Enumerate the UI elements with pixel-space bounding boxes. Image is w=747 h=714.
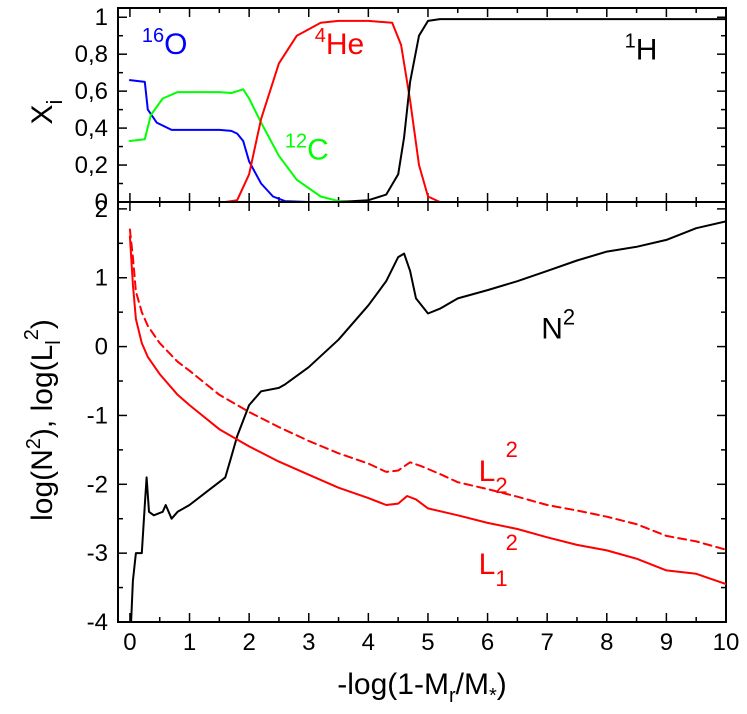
bottom-ytick-label: -4 [87, 609, 108, 636]
bottom-frame [117, 201, 727, 623]
top-ytick-label: 0 [95, 189, 108, 216]
x-tick-label: 5 [421, 629, 434, 656]
top-ytick-label: 0,8 [75, 41, 108, 68]
x-tick-label: 10 [713, 629, 740, 656]
top-y-axis-label: Xi [26, 100, 67, 125]
x-axis-label: -log(1-Mr/M*) [337, 668, 506, 707]
top-ytick-label: 0,6 [75, 78, 108, 105]
series-1h-line [128, 18, 726, 202]
bottom-y-axis-label: log(N2), log(Ll2) [21, 319, 65, 521]
x-tick-label: 8 [600, 629, 613, 656]
x-tick-label: 4 [362, 629, 375, 656]
top-ytick-label: 0,4 [75, 115, 108, 142]
bottom-ytick-label: -3 [87, 540, 108, 567]
series-4he-line [128, 19, 726, 202]
x-tick-label: 2 [242, 629, 255, 656]
x-tick-label: 6 [481, 629, 494, 656]
top-ytick-label: 1 [95, 4, 108, 31]
series-16o-line [128, 79, 726, 202]
annotation-he4: 4He [315, 25, 364, 61]
annotation-o16: 16O [142, 25, 188, 61]
x-tick-label: 1 [183, 629, 196, 656]
bottom-ytick-label: -2 [87, 471, 108, 498]
bottom-ytick-label: -1 [87, 402, 108, 429]
bottom-ytick-label: 2 [95, 196, 108, 223]
annotation-n2: N2 [541, 304, 575, 345]
series-l22-line [128, 228, 726, 551]
annotation-c12: 12C [285, 131, 329, 167]
series-l12-line [128, 235, 726, 586]
x-tick-label: 0 [123, 629, 136, 656]
x-tick-label: 7 [540, 629, 553, 656]
annotation-h1: 1H [625, 31, 658, 67]
top-ytick-label: 0,2 [75, 152, 108, 179]
annotation-l12: L12 [479, 530, 518, 591]
bottom-ytick-label: 0 [95, 334, 108, 361]
series-12c-line [128, 88, 726, 202]
frequency-panel: -4 -3 -2 -1 0 1 2 0 1 2 3 4 5 6 7 8 9 10 N2 L22 L12 [87, 196, 740, 656]
annotation-l22: L22 [479, 437, 518, 498]
x-tick-label: 3 [302, 629, 315, 656]
series-n2-line [130, 220, 726, 622]
bottom-ytick-label: 1 [95, 265, 108, 292]
x-tick-label: 9 [660, 629, 673, 656]
abundance-panel: 0 0,2 0,4 0,6 0,8 1 16O 4He 1H 12C [75, 4, 727, 216]
